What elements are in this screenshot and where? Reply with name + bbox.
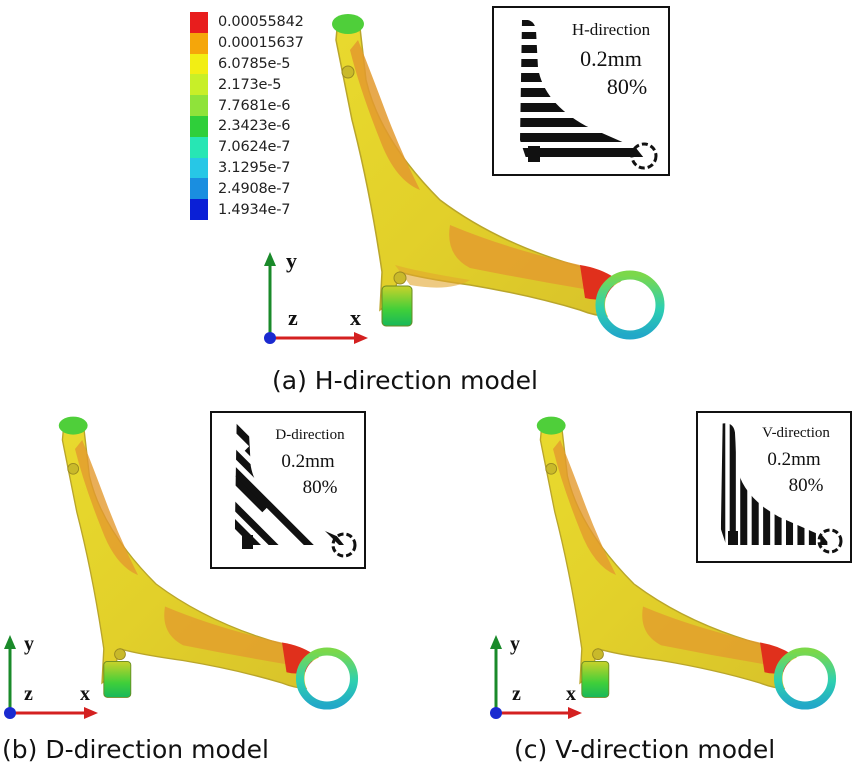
legend-swatch: [190, 136, 208, 158]
panel-h-direction: 0.00055842 0.00015637 6.0785e-5 2.173e-5 7.7…: [190, 6, 670, 395]
inset-thickness-label: 0.2mm: [580, 46, 642, 71]
inset-direction-label: D-direction: [275, 427, 345, 443]
legend-row: 0.00015637: [190, 32, 350, 54]
axis-y-label: y: [286, 248, 297, 273]
panel-v-direction: y z x V-direction: [430, 405, 857, 771]
legend-row: 2.4908e-7: [190, 178, 350, 200]
axis-y-label: y: [24, 633, 34, 655]
control-arm-model: [332, 14, 665, 340]
caption-b: (b) D-direction model: [2, 735, 269, 764]
stress-zone-lower-left: [395, 265, 470, 288]
axis-x-label: x: [350, 305, 361, 330]
mount-block: [103, 660, 132, 698]
legend-swatch: [190, 32, 208, 54]
inset-thickness-label: 0.2mm: [281, 451, 335, 472]
hatch-pattern-h: [520, 20, 658, 170]
legend-label: 2.173e-5: [218, 76, 282, 93]
tip-green: [332, 14, 364, 34]
axis-triad: [264, 252, 368, 344]
stress-zone-upper: [350, 40, 420, 190]
mount-block: [581, 660, 610, 698]
stress-zone-mid: [642, 606, 772, 665]
mount-block: [381, 285, 413, 327]
inset-v-direction: V-direction 0.2mm 80%: [696, 411, 852, 563]
stress-zone-upper: [553, 440, 616, 575]
axis-y-label: y: [510, 633, 520, 655]
legend-label: 0.00055842: [218, 14, 304, 31]
hatch-pattern-v: [720, 423, 843, 554]
legend-label: 1.4934e-7: [218, 201, 291, 218]
inset-ratio-label: 80%: [606, 74, 648, 99]
legend-swatch: [190, 115, 208, 137]
stress-zone-upper: [75, 440, 138, 575]
caption-c: (c) V-direction model: [514, 735, 776, 764]
inset-h-direction: H-direction 0.2mm 80%: [492, 6, 670, 176]
legend-label: 2.4908e-7: [218, 180, 291, 197]
axis-z-label: z: [288, 305, 298, 330]
control-arm-model: [490, 416, 837, 719]
hatch-pattern-d: [234, 423, 357, 558]
legend-row: 3.1295e-7: [190, 157, 350, 179]
inset-direction-label: V-direction: [762, 425, 830, 441]
legend-row: 1.4934e-7: [190, 199, 350, 220]
bolt-top: [341, 65, 355, 79]
bushing-ring: [295, 647, 359, 710]
legend-row: 6.0785e-5: [190, 53, 350, 75]
bolt-top: [67, 462, 80, 475]
bushing-ring: [595, 270, 665, 340]
panel-d-direction: y z x D-direction 0.2mm 8: [0, 405, 430, 771]
axis-z-label: z: [24, 683, 33, 705]
legend-row: 7.0624e-7: [190, 136, 350, 158]
legend-swatch: [190, 12, 208, 33]
legend-label: 7.7681e-6: [218, 97, 291, 114]
stress-zone-mid: [164, 606, 295, 665]
legend-row: 0.00055842: [190, 12, 350, 33]
inset-ratio-label: 80%: [302, 477, 338, 498]
inset-d-direction: D-direction 0.2mm 80%: [210, 411, 366, 569]
axis-x-label: x: [80, 683, 90, 705]
axis-z-label: z: [512, 683, 521, 705]
legend-row: 2.173e-5: [190, 74, 350, 96]
tip-green: [536, 416, 566, 435]
control-arm-model: [4, 416, 359, 719]
tip-green: [58, 416, 88, 435]
bushing-ring: [773, 647, 837, 710]
inset-ratio-label: 80%: [788, 475, 824, 496]
caption-a: (a) H-direction model: [272, 366, 538, 395]
legend-swatch: [190, 74, 208, 96]
legend-swatch: [190, 199, 208, 220]
legend-label: 2.3423e-6: [218, 118, 291, 135]
inset-thickness-label: 0.2mm: [767, 449, 821, 470]
inset-direction-label: H-direction: [571, 20, 651, 39]
legend-swatch: [190, 157, 208, 179]
bolt-top: [545, 462, 558, 475]
legend-swatch: [190, 178, 208, 200]
stress-zone-mid: [449, 225, 594, 290]
legend-label: 0.00015637: [218, 35, 304, 52]
legend-row: 2.3423e-6: [190, 115, 350, 137]
legend-swatch: [190, 95, 208, 116]
legend-row: 7.7681e-6: [190, 95, 350, 116]
bolt-bottom: [592, 648, 604, 661]
color-legend: 0.00055842 0.00015637 6.0785e-5 2.173e-5 7.7…: [190, 12, 350, 220]
legend-label: 6.0785e-5: [218, 55, 291, 72]
axis-x-label: x: [566, 683, 576, 705]
legend-swatch: [190, 53, 208, 75]
bolt-bottom: [114, 648, 126, 661]
bolt-bottom: [393, 271, 407, 285]
legend-label: 3.1295e-7: [218, 159, 291, 176]
legend-label: 7.0624e-7: [218, 139, 291, 156]
